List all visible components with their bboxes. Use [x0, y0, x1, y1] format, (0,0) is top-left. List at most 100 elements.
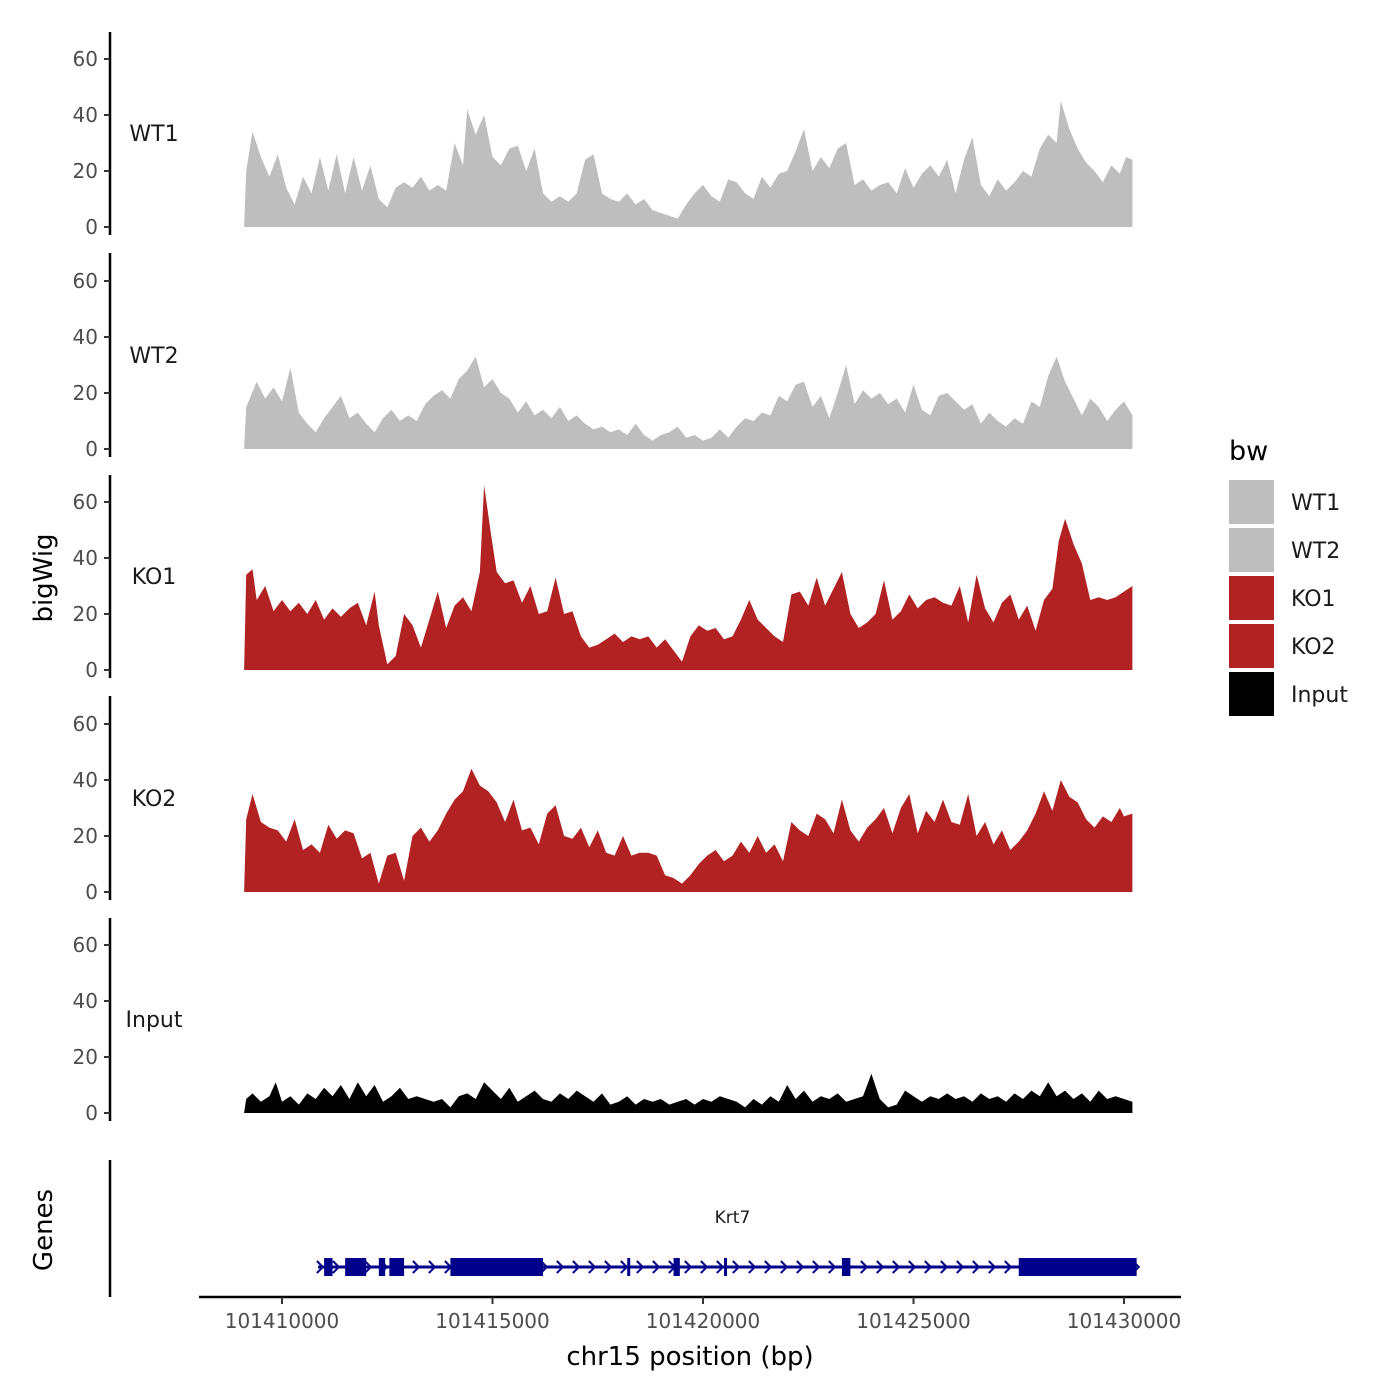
gene-exon [389, 1258, 405, 1276]
y-axis-title: bigWig [29, 533, 59, 622]
coverage-area-wt1 [244, 101, 1133, 227]
strand-arrow-icon [956, 1260, 965, 1274]
x-tick-label: 101425000 [856, 1309, 971, 1333]
coverage-area-wt2 [244, 356, 1133, 449]
y-tick-label: 0 [85, 215, 98, 239]
strand-arrow-icon [732, 1260, 741, 1274]
gene-exon [324, 1258, 333, 1276]
strand-arrow-icon [940, 1260, 949, 1274]
track-ko1: 0 20 40 60 KO1 [73, 475, 1133, 682]
coverage-area-input [244, 1073, 1133, 1113]
y-tick-label: 20 [73, 159, 98, 183]
x-tick-label: 101415000 [435, 1309, 550, 1333]
y-tick-label: 40 [73, 103, 98, 127]
track-label-ko2: KO2 [132, 787, 177, 812]
y-tick-label: 20 [73, 824, 98, 848]
strand-arrow-icon [812, 1260, 821, 1274]
x-axis: 101410000 101415000 101420000 101425000 1014… [199, 1295, 1182, 1333]
legend-swatch-ko2 [1229, 624, 1274, 668]
strand-arrow-icon [636, 1260, 645, 1274]
y-tick-label: 40 [73, 546, 98, 570]
strand-arrow-icon [572, 1260, 581, 1274]
x-axis-title: chr15 position (bp) [566, 1342, 813, 1372]
gene-exon [627, 1258, 631, 1276]
y-tick-label: 20 [73, 381, 98, 405]
legend: bw WT1 WT2 KO1 KO2 Input [1229, 436, 1348, 716]
x-tick-label: 101410000 [225, 1309, 340, 1333]
strand-arrow-icon [908, 1260, 917, 1274]
track-label-ko1: KO1 [132, 565, 177, 590]
y-tick-label: 40 [73, 325, 98, 349]
strand-arrow-icon [972, 1260, 981, 1274]
strand-arrow-icon [780, 1260, 789, 1274]
strand-arrow-icon [860, 1260, 869, 1274]
legend-swatch-ko1 [1229, 576, 1274, 620]
strand-arrow-icon [364, 1260, 373, 1274]
strand-arrow-icon [556, 1260, 565, 1274]
y-tick-label: 40 [73, 989, 98, 1013]
strand-arrow-icon [892, 1260, 901, 1274]
y-tick-label: 20 [73, 602, 98, 626]
strand-arrow-icon [588, 1260, 597, 1274]
legend-swatch-input [1229, 672, 1274, 716]
legend-label-ko1: KO1 [1291, 587, 1336, 612]
y-tick-label: 60 [73, 47, 98, 71]
y-tick-label: 0 [85, 1101, 98, 1125]
track-label-wt2: WT2 [129, 344, 178, 369]
y-tick-label: 0 [85, 880, 98, 904]
track-ko2: 0 20 40 60 KO2 [73, 696, 1133, 904]
gene-exon [841, 1258, 851, 1276]
coverage-tracks: 0 20 40 60 WT1 0 20 40 60 WT2 0 20 40 60 KO1 0 20 40 60 KO2… [73, 32, 1133, 1125]
strand-arrow-icon [1004, 1260, 1013, 1274]
y-tick-label: 60 [73, 712, 98, 736]
strand-arrow-icon [828, 1260, 837, 1274]
y-tick-label: 20 [73, 1045, 98, 1069]
legend-label-ko2: KO2 [1291, 635, 1336, 660]
legend-swatch-wt1 [1229, 480, 1274, 524]
strand-arrow-icon [764, 1260, 773, 1274]
strand-arrow-icon [876, 1260, 885, 1274]
y-tick-label: 0 [85, 658, 98, 682]
track-label-input: Input [126, 1008, 183, 1033]
strand-arrow-icon [316, 1260, 325, 1274]
strand-arrow-icon [428, 1260, 437, 1274]
track-wt2: 0 20 40 60 WT2 [73, 253, 1133, 461]
gene-exon [345, 1258, 367, 1276]
y-tick-label: 60 [73, 933, 98, 957]
strand-arrow-icon [604, 1260, 613, 1274]
gene-exon [450, 1258, 544, 1276]
gene-track: Krt7 [108, 1160, 1141, 1297]
strand-arrow-icon [332, 1260, 341, 1274]
coverage-area-ko1 [244, 485, 1133, 670]
gene-exon [378, 1258, 386, 1276]
strand-arrow-icon [700, 1260, 709, 1274]
coverage-area-ko2 [244, 768, 1133, 892]
strand-arrow-icon [924, 1260, 933, 1274]
y-tick-label: 60 [73, 490, 98, 514]
strand-arrow-icon [652, 1260, 661, 1274]
y-tick-label: 0 [85, 437, 98, 461]
gene-exon [724, 1258, 728, 1276]
strand-arrow-icon [748, 1260, 757, 1274]
strand-arrow-icon [796, 1260, 805, 1274]
gene-exon [1018, 1258, 1137, 1276]
track-input: 0 20 40 60 Input [73, 918, 1133, 1125]
y-tick-label: 40 [73, 768, 98, 792]
x-tick-label: 101420000 [646, 1309, 761, 1333]
legend-swatch-wt2 [1229, 528, 1274, 572]
x-tick-label: 101430000 [1067, 1309, 1182, 1333]
legend-label-wt2: WT2 [1291, 539, 1340, 564]
gene-exon [673, 1258, 680, 1276]
gene-label-krt7: Krt7 [715, 1208, 751, 1228]
gene-track-title: Genes [29, 1189, 59, 1271]
strand-arrow-icon [684, 1260, 693, 1274]
strand-arrow-icon [412, 1260, 421, 1274]
strand-arrow-icon [716, 1260, 725, 1274]
legend-title: bw [1229, 436, 1268, 467]
strand-arrow-icon [620, 1260, 629, 1274]
legend-label-input: Input [1291, 683, 1348, 708]
track-wt1: 0 20 40 60 WT1 [73, 32, 1133, 239]
legend-label-wt1: WT1 [1291, 491, 1340, 516]
